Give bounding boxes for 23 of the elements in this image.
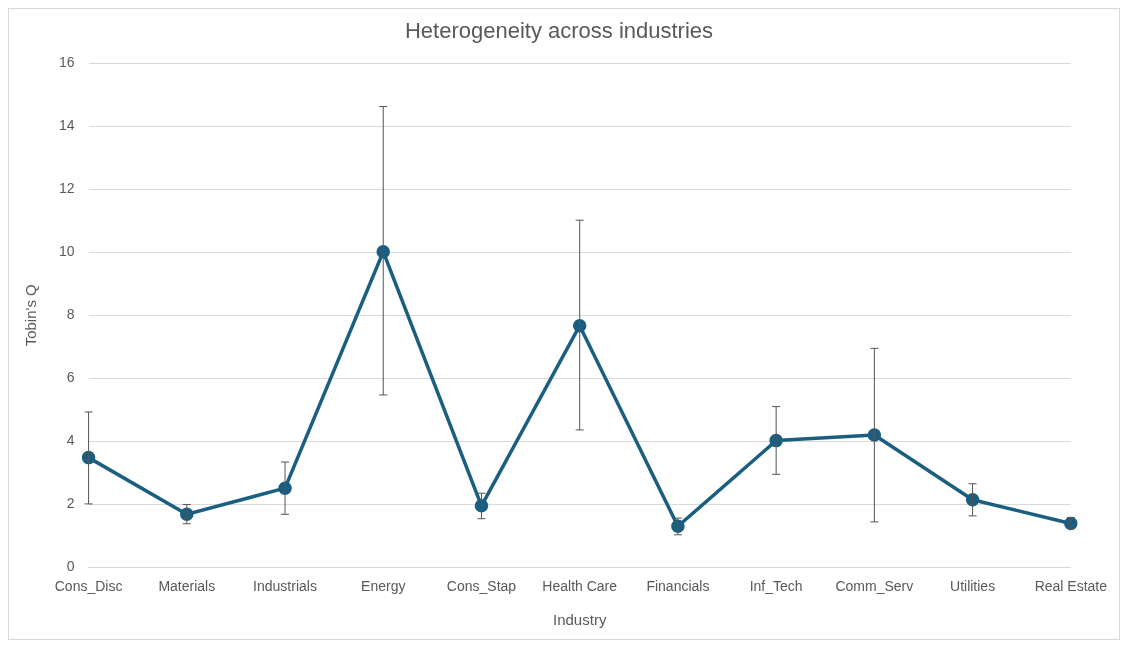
x-tick-label: Cons_Stap (446, 578, 517, 595)
x-tick-label: Comm_Serv (835, 578, 914, 595)
y-tick-label: 10 (58, 243, 75, 260)
x-tick-label: Financials (646, 578, 710, 595)
x-tick-label: Energy (361, 578, 406, 595)
x-tick-label: Real Estate (1034, 578, 1108, 595)
x-tick-label: Industrials (253, 578, 317, 595)
x-tick-label: Health Care (542, 578, 618, 595)
x-tick-label: Cons_Disc (54, 578, 123, 595)
y-tick-label: 14 (58, 117, 75, 134)
y-tick-label: 4 (66, 432, 75, 449)
y-tick-label: 0 (66, 558, 75, 575)
y-tick-label: 2 (66, 495, 75, 512)
chart-title: Heterogeneity across industries (404, 18, 714, 44)
y-tick-label: 12 (58, 180, 75, 197)
y-tick-label: 16 (58, 54, 75, 71)
x-tick-label: Inf_Tech (749, 578, 803, 595)
y-tick-label: 6 (66, 369, 75, 386)
x-tick-label: Utilities (950, 578, 996, 595)
x-tick-label: Materials (158, 578, 216, 595)
y-tick-label: 8 (66, 306, 75, 323)
x-axis-title: Industry (553, 611, 607, 629)
y-axis-title: Tobin's Q (22, 284, 40, 347)
